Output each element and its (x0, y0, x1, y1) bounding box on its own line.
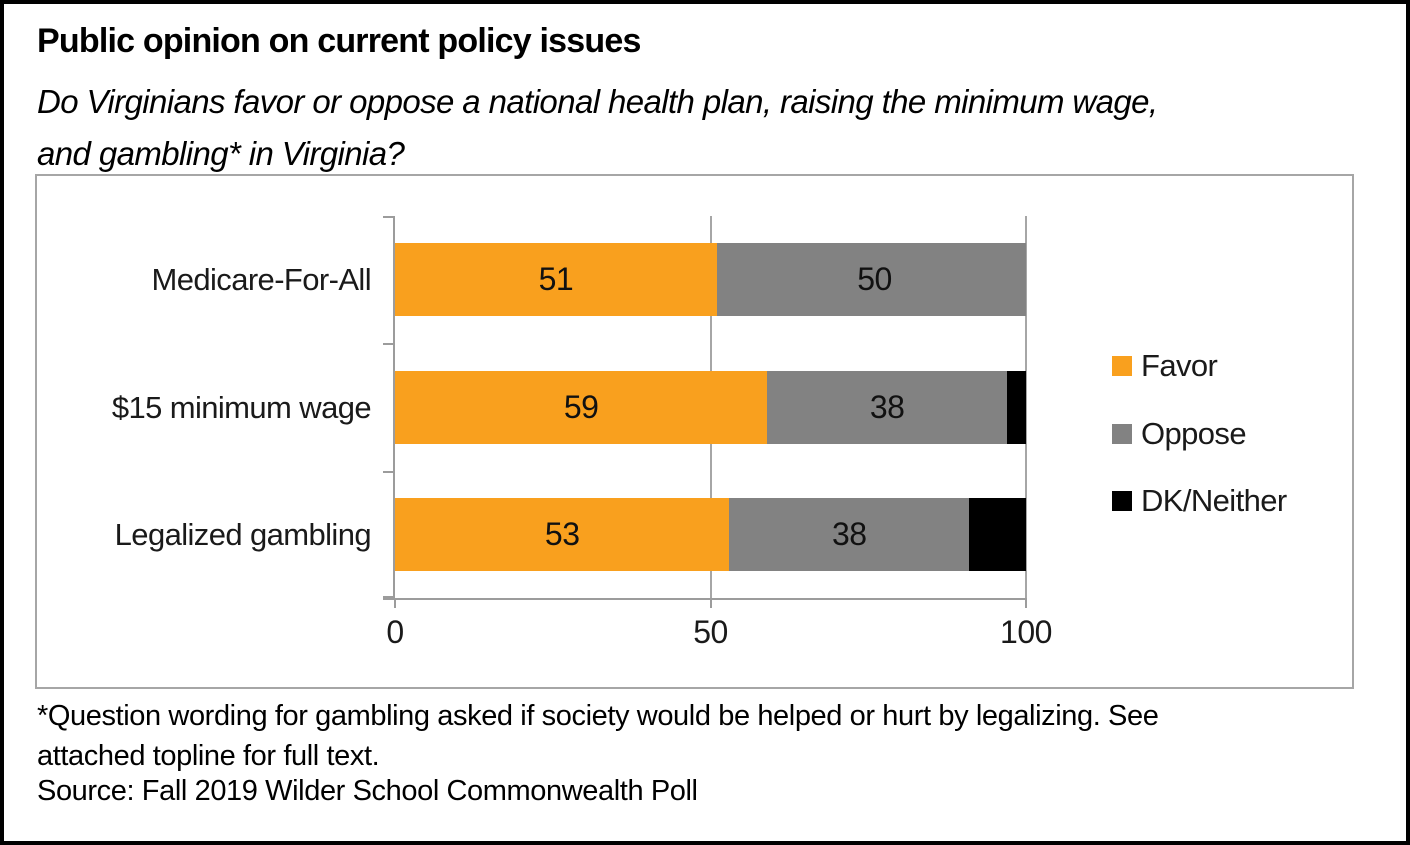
chart-area: 0 50 100 Medicare-For-All 51 50 $15 minimum wa… (35, 174, 1354, 689)
bar-value-label: 38 (832, 515, 867, 552)
bar-segment-dk-neither (969, 497, 1026, 571)
bar-value-label: 38 (869, 388, 905, 425)
category-label: Legalized gambling (114, 516, 372, 552)
legend-swatch-icon (1112, 356, 1132, 376)
legend-item-favor: Favor (1112, 348, 1218, 384)
x-tick-label-50: 50 (693, 614, 728, 650)
category-axis-line (393, 216, 395, 598)
chart-subtitle-question: Do Virginians favor or oppose a national… (37, 83, 1158, 172)
value-axis-line (383, 598, 1026, 600)
bar-row: 51 50 (395, 243, 1026, 317)
chart-source: Source: Fall 2019 Wilder School Commonwe… (37, 775, 698, 807)
bar-segment-oppose: 38 (729, 497, 970, 571)
legend-item-dk-neither: DK/Neither (1112, 483, 1287, 519)
page-title: Public opinion on current policy issues (37, 22, 641, 60)
bar-value-label: 51 (538, 261, 574, 298)
legend-item-oppose: Oppose (1112, 415, 1247, 452)
bar-segment-favor: 59 (395, 370, 768, 444)
bar-segment-oppose: 50 (716, 243, 1026, 317)
bar-segment-favor: 51 (395, 243, 717, 317)
category-label: $15 minimum wage (111, 389, 372, 425)
x-tick-label-0: 0 (386, 614, 404, 650)
bar-row: 59 38 (395, 370, 1026, 444)
x-tick-0 (394, 598, 396, 608)
bar-segment-oppose: 38 (767, 370, 1008, 444)
bar-value-label: 53 (544, 515, 580, 552)
bar-value-label: 50 (857, 261, 892, 298)
category-tick-0 (383, 216, 395, 218)
chart-footnote: *Question wording for gambling asked if … (37, 700, 1159, 772)
category-tick-1 (383, 343, 395, 345)
category-tick-2 (383, 471, 395, 473)
x-tick-100 (1025, 598, 1027, 608)
legend-label: Favor (1141, 348, 1218, 383)
bar-segment-dk-neither (1007, 370, 1026, 444)
legend-swatch-icon (1112, 491, 1132, 511)
bar-value-label: 59 (563, 388, 599, 425)
legend-label: Oppose (1141, 415, 1247, 451)
x-tick-50 (709, 598, 712, 608)
bar-row: 53 38 (395, 497, 1026, 571)
legend-label: DK/Neither (1141, 483, 1287, 518)
x-tick-label-100: 100 (1000, 614, 1052, 650)
legend-swatch-icon (1112, 423, 1132, 444)
bar-segment-favor: 53 (395, 497, 730, 571)
category-label: Medicare-For-All (151, 262, 372, 298)
gridline-100 (1025, 216, 1027, 598)
category-tick-3 (383, 596, 395, 598)
